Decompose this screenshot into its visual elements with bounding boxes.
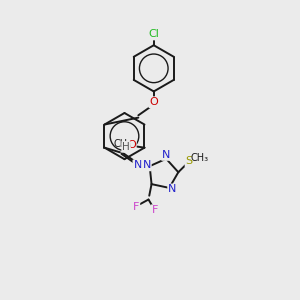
Text: F: F bbox=[133, 202, 139, 212]
Text: O: O bbox=[149, 97, 158, 107]
Text: CH₃: CH₃ bbox=[190, 153, 208, 163]
Text: N: N bbox=[162, 150, 170, 160]
Text: F: F bbox=[152, 205, 158, 215]
Text: N: N bbox=[142, 160, 151, 170]
Text: N: N bbox=[168, 184, 176, 194]
Text: S: S bbox=[185, 156, 193, 167]
Text: Cl: Cl bbox=[148, 29, 159, 40]
Text: N: N bbox=[134, 160, 142, 170]
Text: O: O bbox=[127, 140, 136, 150]
Text: H: H bbox=[122, 142, 130, 152]
Text: CH₃: CH₃ bbox=[114, 139, 132, 149]
